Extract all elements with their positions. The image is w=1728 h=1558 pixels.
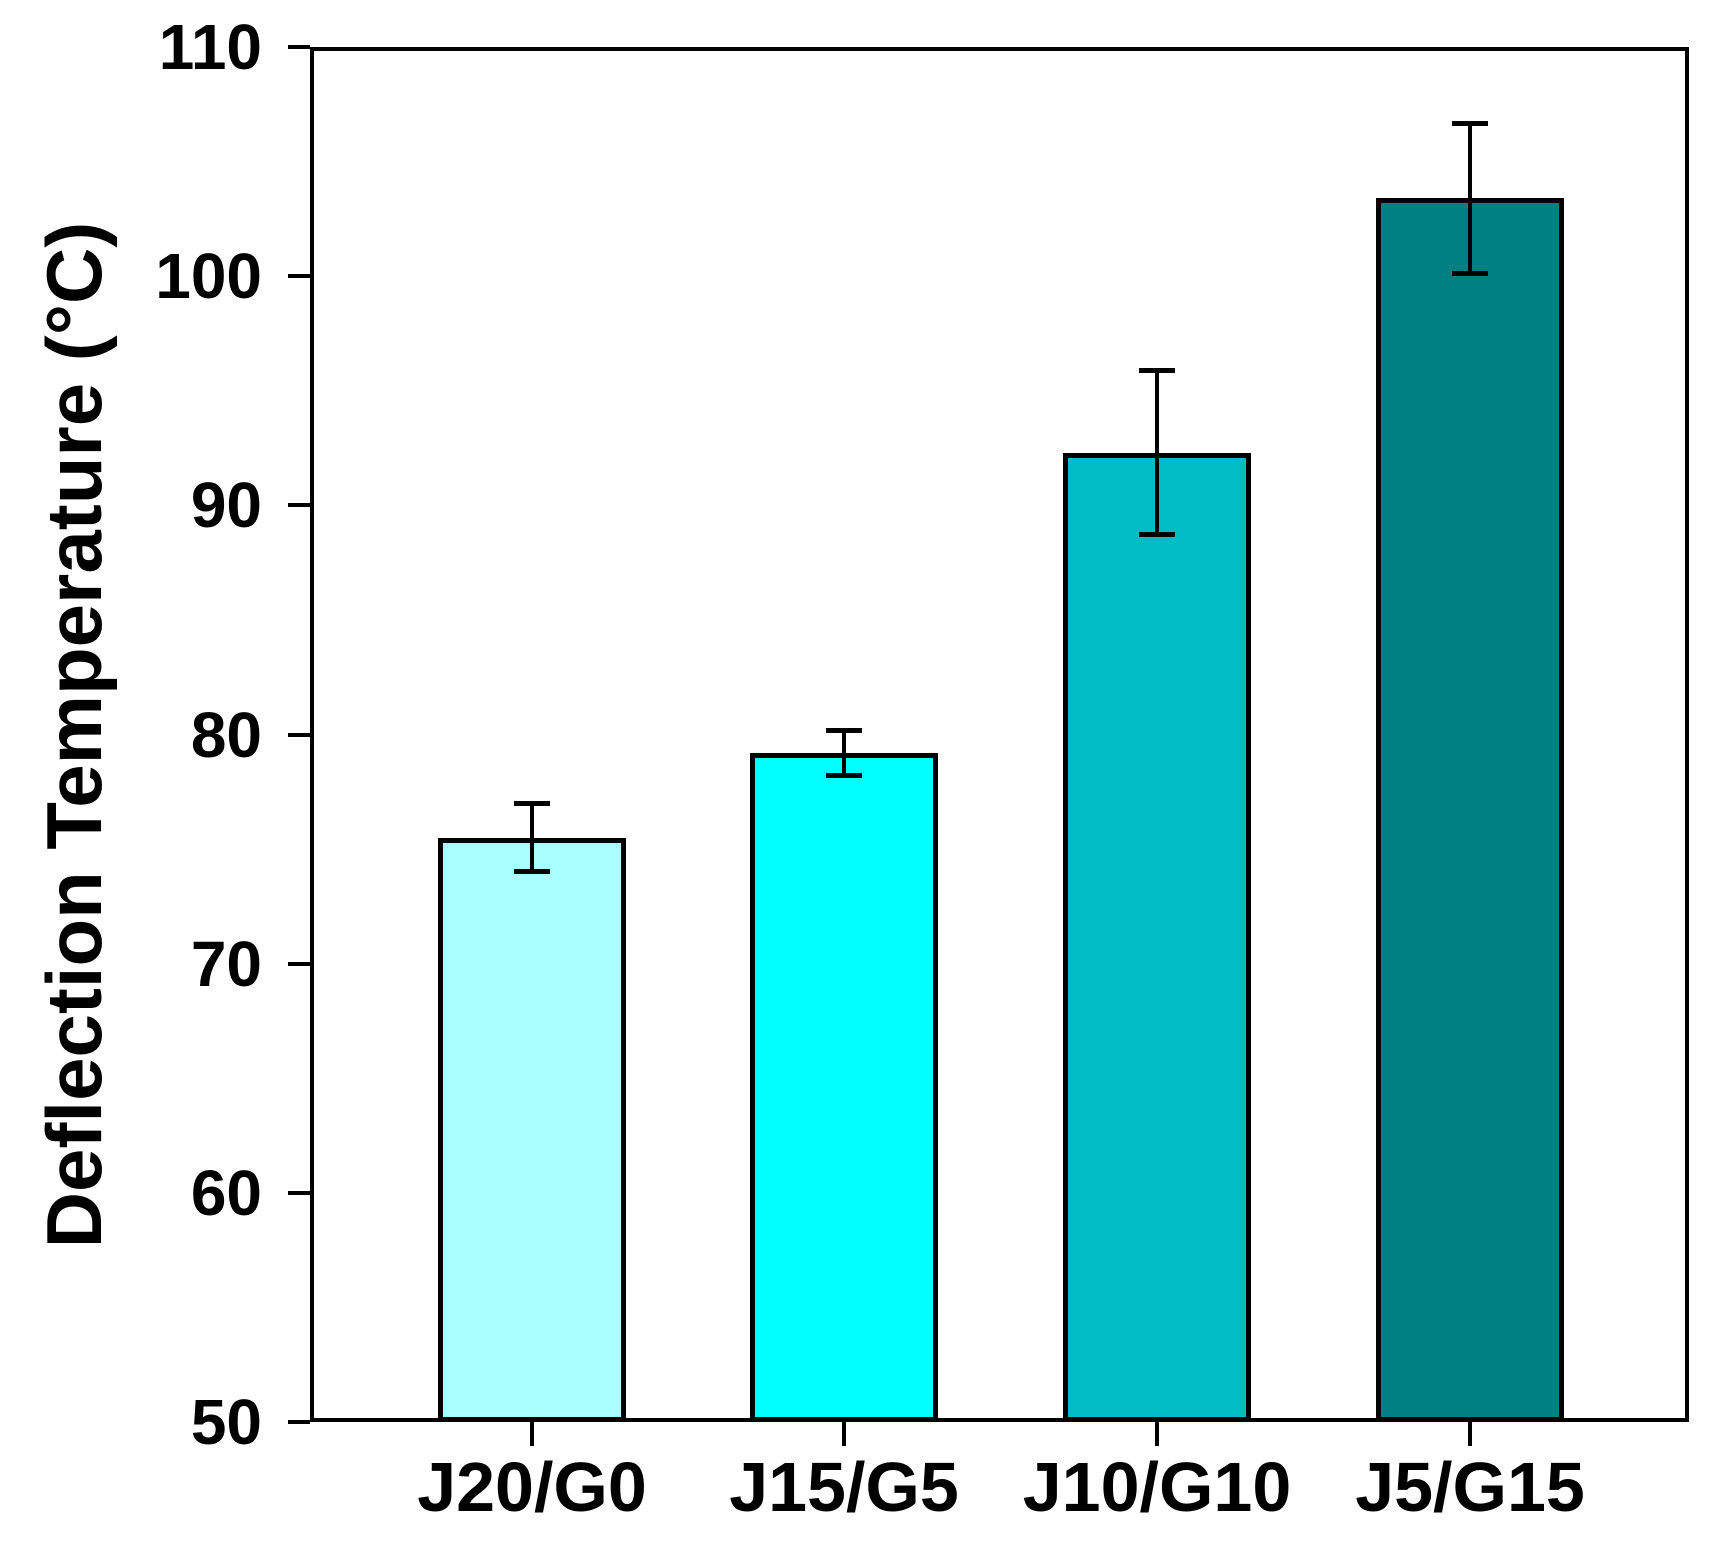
y-axis-tick-label: 100 [155,240,262,313]
y-axis-tick-label: 80 [190,698,262,771]
error-bar-cap-bottom [1139,532,1175,538]
y-axis-title: Deflection Temperature (°C) [30,221,118,1249]
y-axis-tick [288,1420,310,1424]
bar [1063,452,1251,1422]
error-bar-line [530,803,534,872]
y-axis-tick [288,274,310,279]
error-bar-cap-top [826,727,862,733]
x-axis-tick-label: J5/G15 [1355,1448,1585,1526]
error-bar-cap-bottom [826,772,862,778]
y-axis-tick [288,503,310,508]
error-bar-cap-top [1452,120,1488,126]
bar [438,837,626,1422]
y-axis-tick-label: 110 [158,11,262,83]
error-bar-line [1155,370,1159,536]
x-axis-tick [1155,1422,1159,1446]
error-bar-cap-bottom [514,869,550,874]
x-axis-tick-label: J20/G0 [417,1448,647,1526]
y-axis-tick [288,45,310,49]
bar [750,752,938,1422]
y-axis-tick [288,1190,310,1195]
x-axis-tick [530,1422,534,1446]
error-bar-cap-bottom [1452,270,1488,276]
y-axis-tick-label: 50 [190,1386,262,1458]
y-axis-tick-label: 60 [190,1156,262,1229]
error-bar-cap-top [1139,368,1175,374]
y-axis-tick [288,732,310,737]
y-axis-tick [288,961,310,966]
error-bar-line [1468,122,1472,274]
bar [1376,198,1564,1422]
y-axis-tick-label: 90 [190,469,262,542]
x-axis-tick [1468,1422,1472,1446]
error-bar-cap-top [514,801,550,807]
y-axis-tick-label: 70 [190,927,262,1000]
x-axis-tick-label: J10/G10 [1022,1448,1292,1526]
error-bar-line [842,729,846,776]
x-axis-tick [842,1422,846,1446]
x-axis-tick-label: J15/G5 [729,1448,959,1526]
